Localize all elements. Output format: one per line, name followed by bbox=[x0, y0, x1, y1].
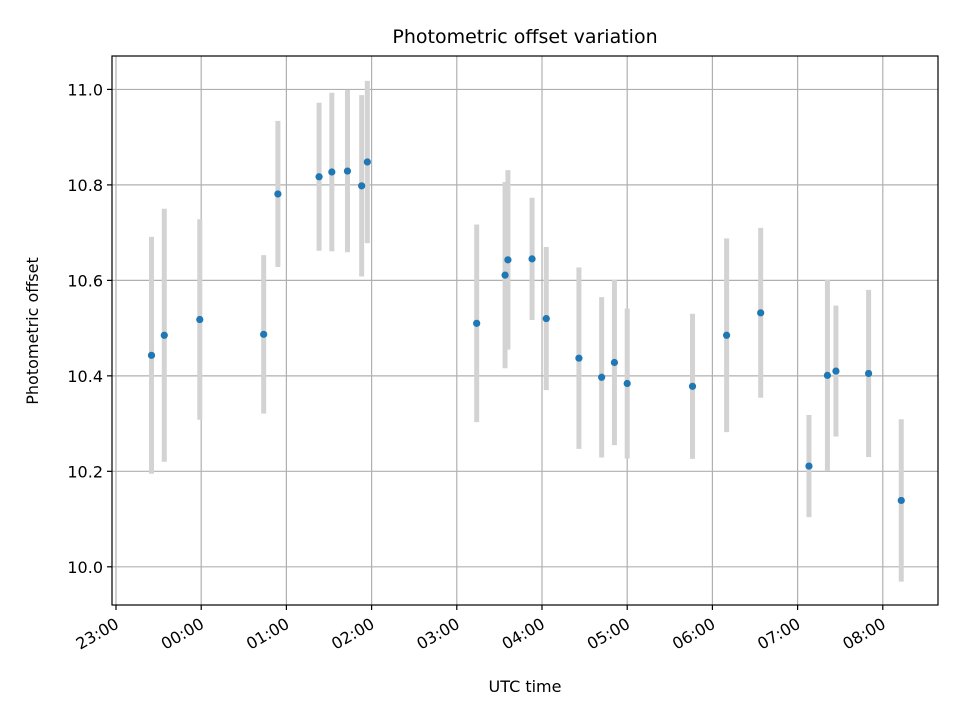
x-axis-label: UTC time bbox=[489, 677, 562, 696]
y-axis-label: Photometric offset bbox=[23, 257, 42, 405]
data-point bbox=[160, 331, 168, 339]
data-point bbox=[528, 255, 536, 263]
data-point bbox=[623, 379, 631, 388]
data-point bbox=[260, 330, 268, 338]
data-point bbox=[832, 367, 840, 375]
data-point bbox=[897, 496, 905, 505]
y-tick-label: 10.4 bbox=[67, 367, 103, 386]
data-point bbox=[542, 314, 550, 323]
y-tick-label: 10.8 bbox=[67, 176, 103, 195]
data-point bbox=[575, 354, 583, 362]
y-tick-label: 10.0 bbox=[67, 558, 103, 577]
data-point bbox=[147, 351, 156, 359]
y-gridlines bbox=[112, 88, 938, 568]
data-point bbox=[358, 182, 366, 190]
data-point bbox=[504, 256, 512, 264]
data-points bbox=[147, 158, 905, 505]
data-point bbox=[274, 190, 282, 198]
data-point bbox=[805, 462, 813, 470]
data-point bbox=[757, 309, 765, 317]
data-point bbox=[723, 331, 731, 339]
data-point bbox=[196, 315, 204, 324]
data-point bbox=[315, 173, 323, 181]
y-tick-label: 10.2 bbox=[67, 462, 103, 481]
data-point bbox=[610, 358, 619, 367]
data-point bbox=[343, 167, 352, 175]
plot-frame bbox=[111, 55, 939, 606]
data-point bbox=[823, 371, 832, 379]
data-point bbox=[328, 168, 336, 176]
data-point bbox=[473, 319, 481, 327]
y-axis-ticks: 10.0 10.2 10.4 10.6 10.8 11.0 bbox=[67, 80, 112, 577]
data-point bbox=[501, 271, 509, 279]
y-tick-label: 11.0 bbox=[67, 80, 103, 99]
data-point bbox=[598, 373, 606, 381]
chart-title: Photometric offset variation bbox=[392, 26, 657, 48]
y-tick-label: 10.6 bbox=[67, 271, 103, 290]
data-point bbox=[865, 369, 873, 378]
data-point bbox=[688, 382, 697, 390]
x-gridlines bbox=[115, 56, 884, 605]
data-point bbox=[363, 158, 371, 166]
